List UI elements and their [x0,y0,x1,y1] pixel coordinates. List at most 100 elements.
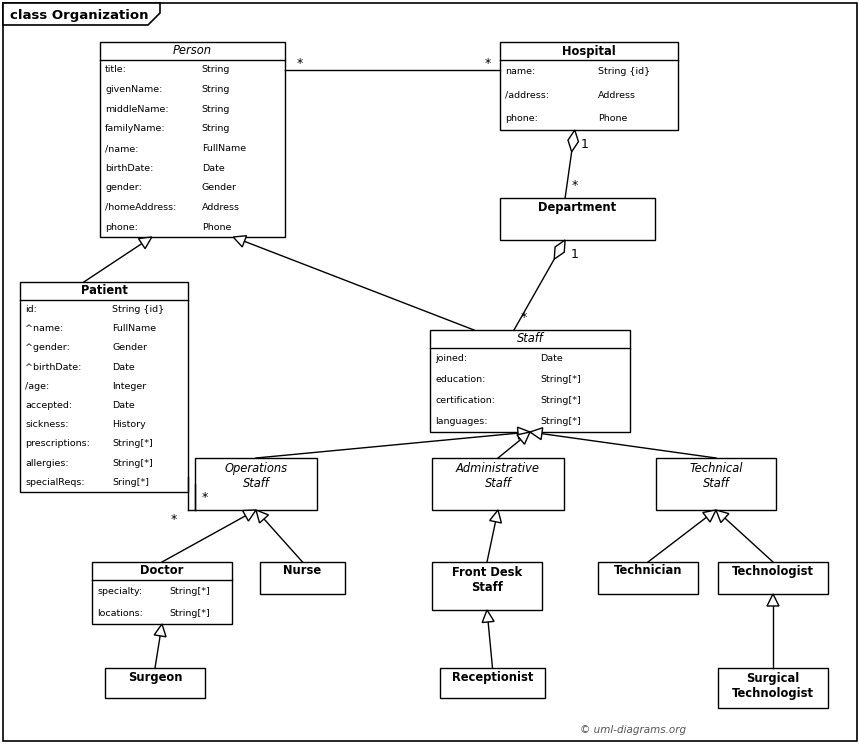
Text: ^name:: ^name: [25,324,64,333]
Text: specialty:: specialty: [97,586,142,595]
Bar [195,458,317,510]
Polygon shape [154,624,166,636]
Text: String[*]: String[*] [540,375,581,384]
Text: languages:: languages: [435,417,488,426]
Text: *: * [521,311,527,324]
Text: /address:: /address: [505,90,549,99]
Bar [718,668,828,708]
Text: Staff: Staff [517,332,544,346]
Text: String: String [202,65,230,75]
Text: 1: 1 [580,137,589,150]
Text: Technician: Technician [614,565,682,577]
Text: id:: id: [25,305,37,314]
Text: Surgeon: Surgeon [128,671,182,684]
Text: Person: Person [173,45,212,58]
Text: Integer: Integer [113,382,147,391]
Text: String[*]: String[*] [113,439,153,448]
Text: Doctor: Doctor [140,565,184,577]
Bar [718,562,828,594]
Polygon shape [716,510,729,522]
Text: locations:: locations: [97,609,143,618]
Text: ^birthDate:: ^birthDate: [25,363,82,372]
Polygon shape [703,510,716,522]
Text: allergies:: allergies: [25,459,69,468]
Text: /name:: /name: [105,144,138,153]
Text: Date: Date [113,363,135,372]
Text: /age:: /age: [25,382,49,391]
Bar [500,198,655,240]
Polygon shape [256,510,268,523]
Polygon shape [767,594,779,606]
Text: Phone: Phone [202,223,231,232]
Text: birthDate:: birthDate: [105,164,153,173]
Bar [432,562,542,610]
Bar [92,562,232,624]
Text: Technologist: Technologist [732,565,814,577]
Text: joined:: joined: [435,354,467,363]
Text: Surgical
Technologist: Surgical Technologist [732,672,814,700]
Text: class Organization: class Organization [10,8,149,22]
Polygon shape [482,610,494,622]
Text: phone:: phone: [505,114,538,123]
Text: String {id}: String {id} [113,305,164,314]
Text: Gender: Gender [113,344,147,353]
Bar [656,458,776,510]
Text: String: String [202,105,230,114]
Text: *: * [572,179,578,193]
Bar [20,282,188,492]
Text: certification:: certification: [435,396,495,405]
Polygon shape [554,240,565,259]
Text: sickness:: sickness: [25,421,69,430]
Text: middleName:: middleName: [105,105,169,114]
Bar [432,458,564,510]
Bar [440,668,545,698]
Polygon shape [233,236,247,247]
Text: *: * [297,57,303,69]
Text: phone:: phone: [105,223,138,232]
Polygon shape [530,428,543,439]
Text: String[*]: String[*] [540,396,581,405]
Text: FullName: FullName [113,324,157,333]
Polygon shape [3,3,160,25]
Bar [105,668,205,698]
Text: givenName:: givenName: [105,85,163,94]
Text: Operations
Staff: Operations Staff [224,462,287,490]
Text: String: String [202,124,230,133]
Text: *: * [485,57,491,69]
Text: Department: Department [538,200,617,214]
Text: History: History [113,421,146,430]
Text: gender:: gender: [105,183,142,192]
Text: String[*]: String[*] [169,586,210,595]
Bar [260,562,345,594]
Polygon shape [489,510,501,523]
Polygon shape [517,432,530,444]
Bar [430,330,630,432]
Text: Sring[*]: Sring[*] [113,478,150,487]
Text: Technical
Staff: Technical Staff [689,462,743,490]
Text: Nurse: Nurse [284,565,322,577]
Text: String: String [202,85,230,94]
Text: Receptionist: Receptionist [452,671,533,684]
Text: Phone: Phone [598,114,627,123]
Text: Date: Date [202,164,224,173]
Text: *: * [171,512,177,525]
Text: String {id}: String {id} [598,67,650,76]
Text: familyName:: familyName: [105,124,166,133]
Text: Address: Address [598,90,636,99]
Text: ^gender:: ^gender: [25,344,70,353]
Text: String[*]: String[*] [113,459,153,468]
Polygon shape [243,510,256,521]
Polygon shape [518,427,530,439]
Text: FullName: FullName [202,144,246,153]
Text: specialReqs:: specialReqs: [25,478,84,487]
Text: Patient: Patient [81,285,127,297]
Bar [500,42,678,130]
Polygon shape [568,130,579,152]
Bar [100,42,285,237]
Text: Administrative
Staff: Administrative Staff [456,462,540,490]
Text: String[*]: String[*] [540,417,581,426]
Text: 1: 1 [571,247,579,261]
Text: Date: Date [113,401,135,410]
Text: Front Desk
Staff: Front Desk Staff [452,566,522,594]
Polygon shape [138,237,152,249]
